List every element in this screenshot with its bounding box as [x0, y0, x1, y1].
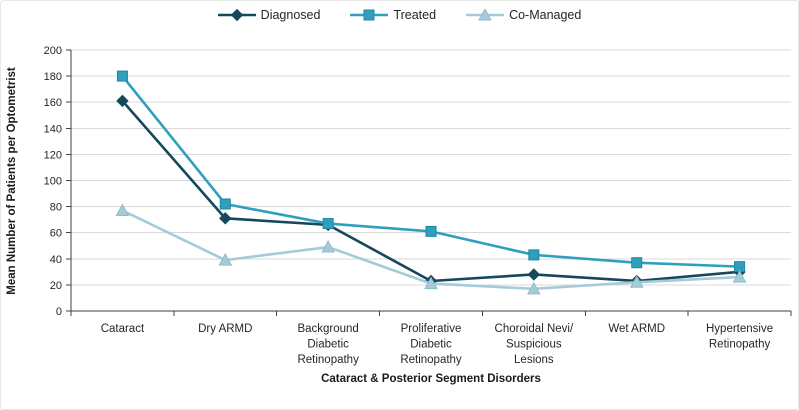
triangle-marker: [629, 275, 644, 288]
triangle-marker: [321, 240, 335, 253]
y-tick-label-180: 180: [44, 71, 62, 83]
y-tick-label-20: 20: [50, 280, 62, 292]
legend-label-co-managed: Co-Managed: [509, 8, 582, 22]
y-tick-label-100: 100: [44, 176, 62, 188]
square-marker: [116, 70, 128, 82]
diamond-marker: [219, 212, 232, 225]
y-tick-label-40: 40: [50, 254, 62, 266]
square-marker: [322, 218, 334, 230]
legend-item-diagnosed: Diagnosed: [217, 8, 321, 22]
legend-item-treated: Treated: [350, 8, 436, 22]
y-tick-label-0: 0: [56, 306, 62, 318]
triangle-marker: [527, 281, 541, 295]
axes: [66, 49, 792, 316]
series-co-managed: [115, 203, 747, 295]
svg-text:Hypertensive: Hypertensive: [706, 323, 773, 335]
series-lines: [115, 70, 747, 295]
square-marker: [363, 9, 375, 21]
line-treated: [121, 74, 741, 268]
y-tick-label-140: 140: [44, 123, 62, 135]
y-tick-label-80: 80: [50, 202, 62, 214]
legend-label-treated: Treated: [393, 8, 437, 22]
co-managed-line-marker-icon: [466, 9, 505, 21]
triangle-marker: [115, 203, 130, 217]
legend-item-co-managed: Co-Managed: [466, 8, 581, 22]
square-marker: [528, 249, 540, 261]
triangle-marker: [478, 9, 492, 21]
svg-text:Proliferative: Proliferative: [401, 323, 462, 335]
treated-line-marker-icon: [350, 9, 389, 21]
square-marker: [631, 257, 643, 269]
x-category-labels: Cataract Dry ARMD Background Diabetic Retino…: [101, 323, 773, 366]
diamond-marker: [116, 94, 129, 108]
x-category-label-background-diabetic-retinopathy: Background Diabetic Retinopathy: [297, 323, 359, 366]
svg-text:Background: Background: [297, 323, 358, 335]
x-category-label-dry-armd: Dry ARMD: [198, 323, 252, 335]
triangle-marker: [218, 253, 233, 266]
x-category-label-hypertensive-retinopathy: Hypertensive Retinopathy: [706, 323, 773, 351]
x-category-label-proliferative-diabetic-retinopathy: Proliferative Diabetic Retinopathy: [400, 323, 462, 366]
series-diagnosed: [116, 94, 746, 288]
svg-text:Diabetic: Diabetic: [307, 339, 349, 351]
y-axis-title: Mean Number of Patients per Optometrist: [6, 67, 18, 295]
svg-text:Retinopathy: Retinopathy: [297, 354, 359, 366]
triangle-marker: [732, 270, 747, 283]
svg-text:Diabetic: Diabetic: [410, 339, 452, 351]
legend: Diagnosed Treated Co-Managed: [1, 8, 798, 22]
y-tick-label-60: 60: [50, 228, 62, 240]
diamond-marker: [230, 9, 243, 21]
triangle-marker: [424, 276, 438, 290]
x-category-label-wet-armd: Wet ARMD: [608, 323, 665, 335]
svg-text:Cataract: Cataract: [101, 323, 145, 335]
y-tick-label-120: 120: [44, 149, 62, 161]
svg-text:Lesions: Lesions: [514, 354, 554, 366]
diamond-marker: [527, 268, 541, 281]
y-tick-label-200: 200: [44, 45, 62, 57]
square-marker: [425, 225, 437, 237]
square-marker: [219, 198, 231, 210]
y-tick-label-160: 160: [44, 97, 62, 109]
svg-text:Wet ARMD: Wet ARMD: [608, 323, 665, 335]
series-treated: [116, 70, 746, 273]
x-category-label-cataract: Cataract: [101, 323, 145, 335]
svg-text:Retinopathy: Retinopathy: [400, 354, 462, 366]
svg-text:Choroidal Nevi/: Choroidal Nevi/: [495, 323, 574, 335]
y-tick-labels: 0 20 40 60 80 100 120 140 160 180 200: [44, 45, 62, 318]
svg-text:Dry ARMD: Dry ARMD: [198, 323, 252, 335]
x-axis-title: Cataract & Posterior Segment Disorders: [321, 373, 541, 385]
legend-label-diagnosed: Diagnosed: [260, 8, 321, 22]
svg-text:Suspicious: Suspicious: [506, 339, 562, 351]
gridlines: [71, 49, 791, 286]
x-category-label-choroidal-nevi-suspicious-lesions: Choroidal Nevi/Suspicious Lesions: [495, 323, 574, 366]
svg-text:Retinopathy: Retinopathy: [709, 339, 771, 351]
diagnosed-line-marker-icon: [217, 9, 256, 21]
